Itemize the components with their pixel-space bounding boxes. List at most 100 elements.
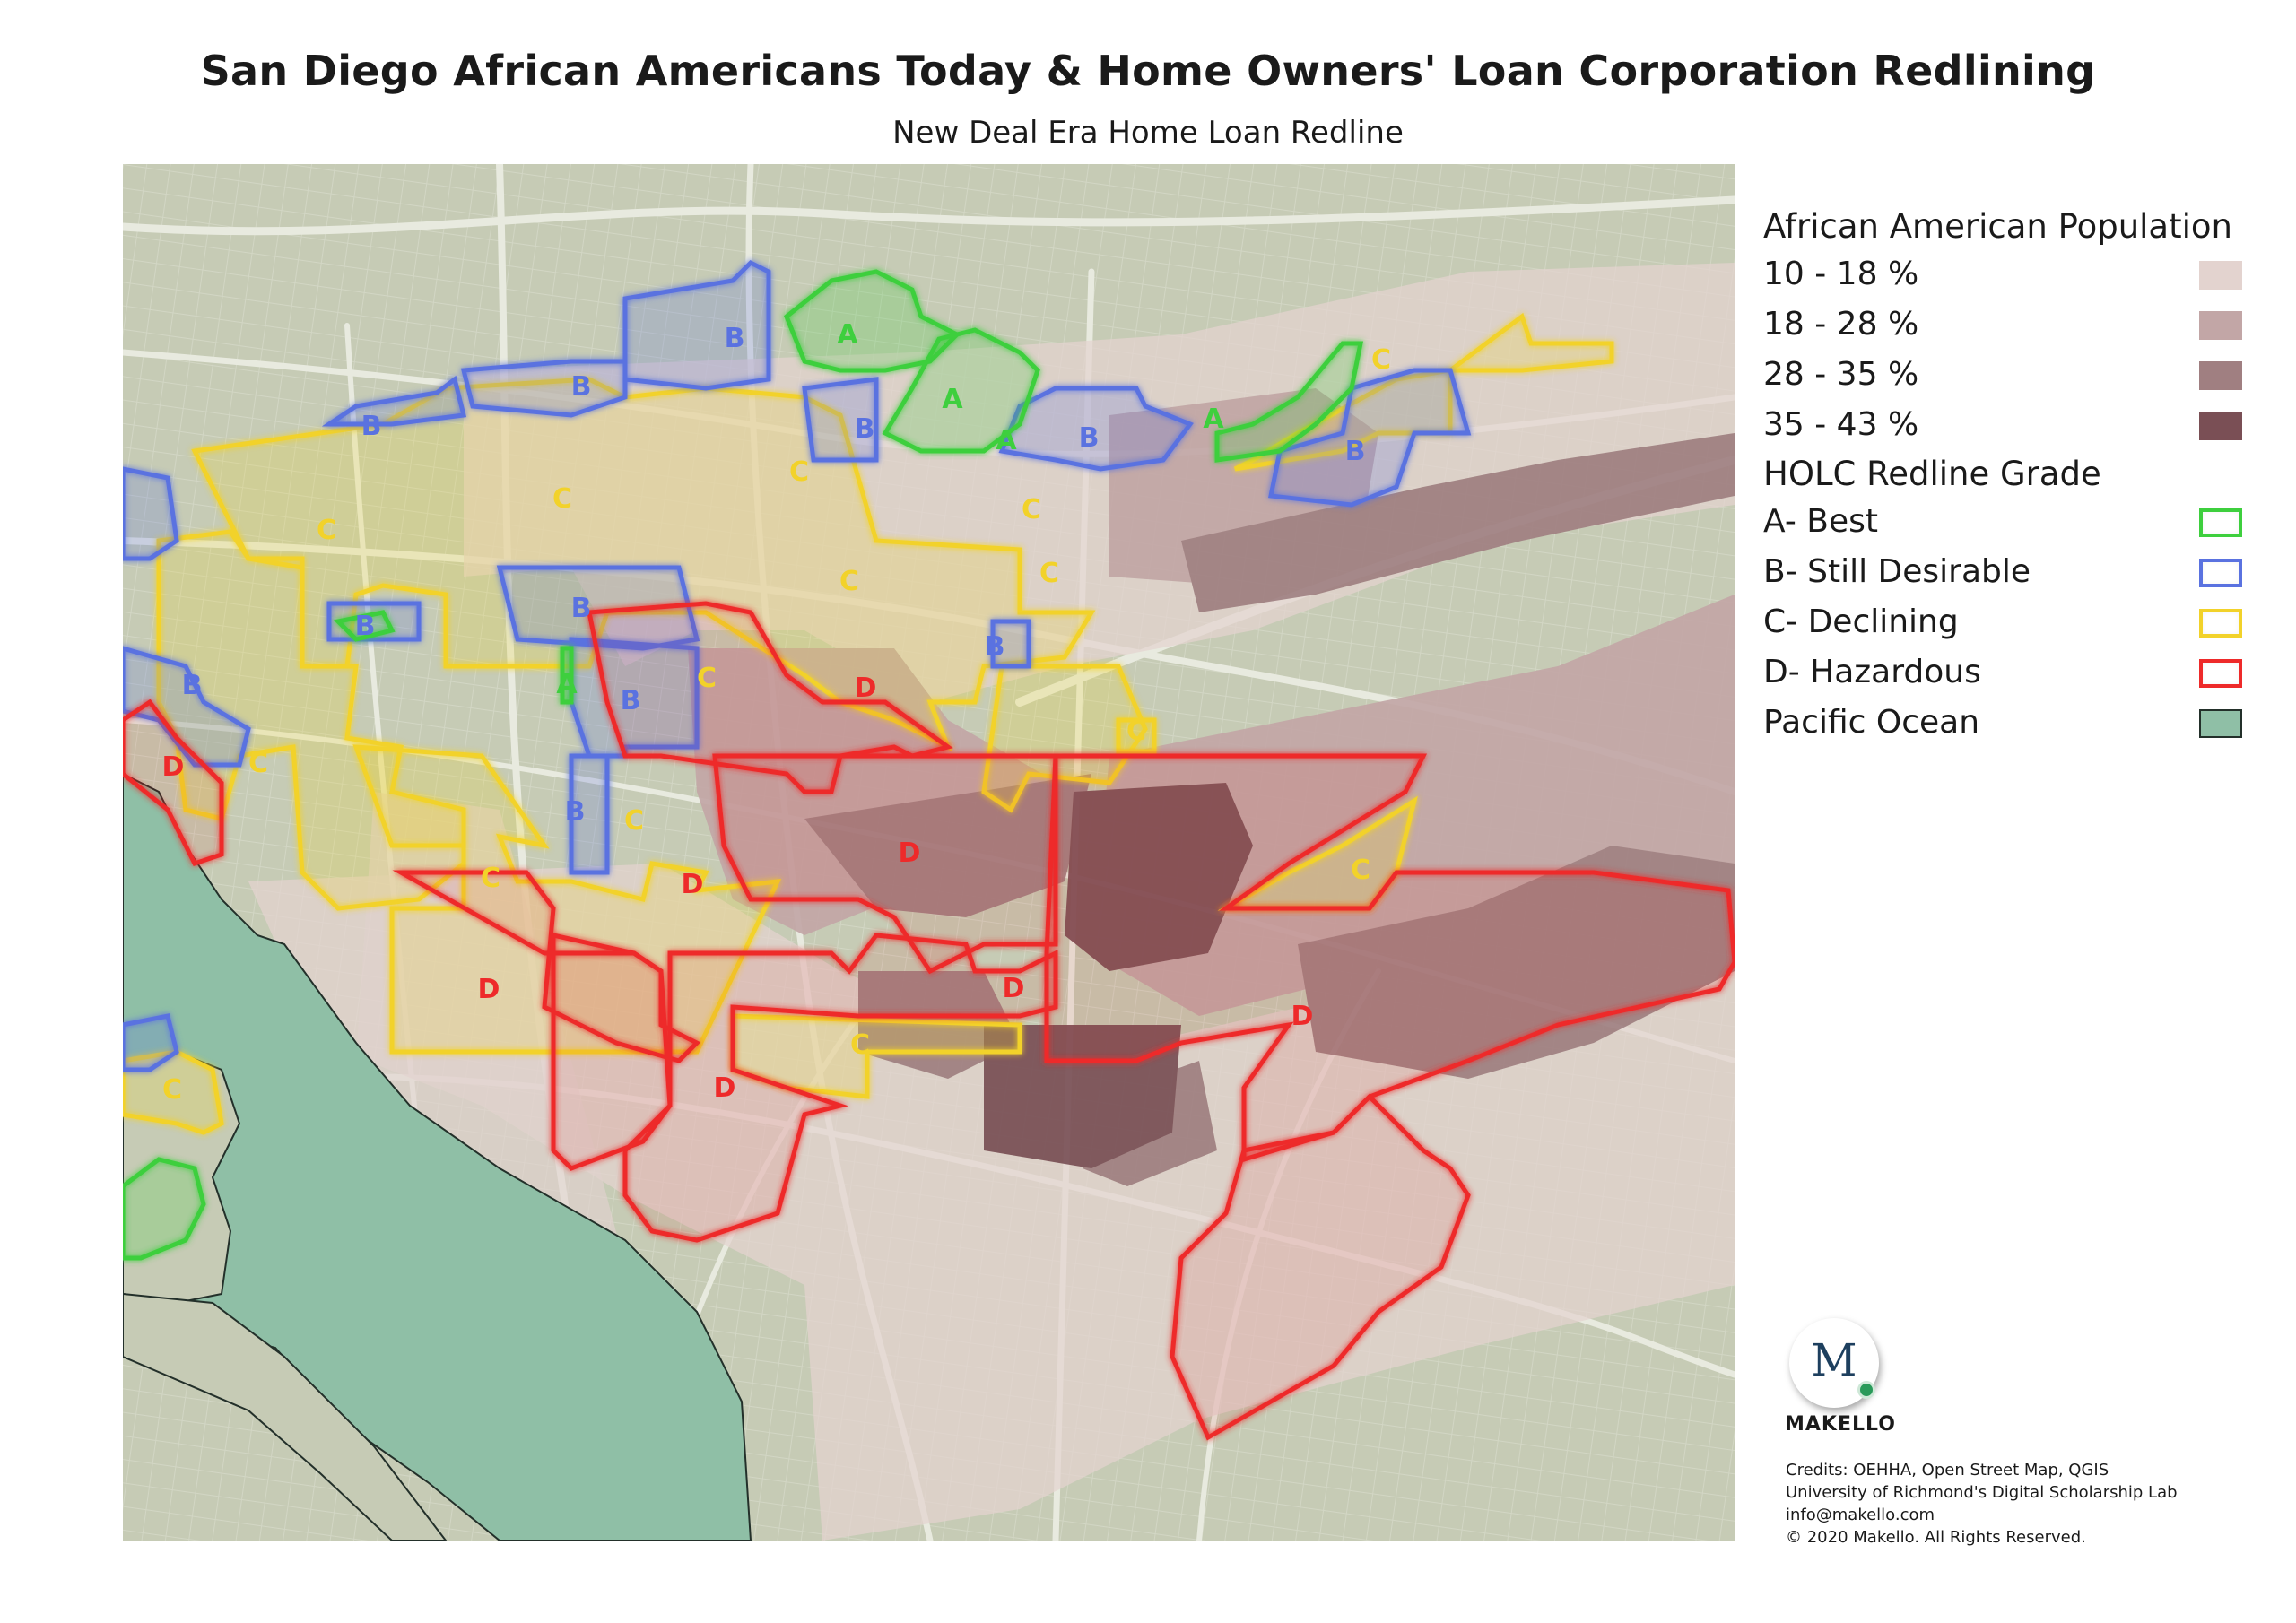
logo-mark: M	[1811, 1334, 1857, 1386]
map-title: San Diego African Americans Today & Home…	[200, 47, 2096, 95]
legend-pop-row-2: 18 - 28 %	[1763, 299, 2266, 350]
holc-grade-labels: A A A A A B B B B B B B B B B B B C C C …	[162, 319, 1391, 1106]
legend-grade-swatch-D	[2199, 659, 2242, 688]
pop-28-35-e	[1181, 433, 1735, 612]
silver-strand	[123, 1292, 448, 1541]
label-B-12: B	[985, 631, 1005, 663]
holc-A-2	[882, 327, 1040, 454]
legend-pop-row-1: 10 - 18 %	[1763, 249, 2266, 299]
label-B-10: B	[355, 611, 376, 642]
holc-B-6	[1268, 368, 1472, 508]
label-B-6: B	[1345, 436, 1366, 467]
label-B-5: B	[1079, 422, 1100, 454]
legend-ocean-label: Pacific Ocean	[1763, 704, 1980, 741]
label-C-10: C	[1126, 716, 1146, 747]
legend-pop-label-2: 18 - 28 %	[1763, 306, 1919, 343]
label-D-7: D	[714, 1072, 736, 1104]
label-A-1: A	[837, 319, 858, 351]
label-C-14: C	[162, 1074, 182, 1106]
holc-C-small	[1116, 717, 1157, 754]
label-D-8: D	[162, 751, 185, 783]
legend-grade-label-A: A- Best	[1763, 503, 1878, 540]
credits: Credits: OEHHA, Open Street Map, QGIS Un…	[1786, 1459, 2178, 1549]
credits-line-2: University of Richmond's Digital Scholar…	[1786, 1483, 2178, 1502]
makello-logo: M MAKELLO	[1785, 1318, 1895, 1436]
holc-B-1	[321, 375, 467, 427]
label-C-12: C	[850, 1029, 870, 1061]
legend-grade-row-B: B- Still Desirable	[1763, 547, 2266, 597]
label-D-1: D	[855, 673, 877, 704]
label-C-13: C	[1371, 344, 1391, 376]
label-C-9: C	[481, 863, 500, 894]
legend-grade-label-C: C- Declining	[1763, 603, 1959, 640]
label-A-4: A	[1203, 404, 1224, 435]
holc-A-areas	[123, 272, 1364, 1261]
label-C-5: C	[1039, 558, 1059, 589]
legend-pop-label-4: 35 - 43 %	[1763, 406, 1919, 443]
holc-A-4	[1214, 341, 1364, 463]
holc-A-5	[333, 610, 396, 642]
holc-D-8	[1170, 1093, 1471, 1441]
label-A-2: A	[942, 384, 963, 415]
label-C-11: C	[1351, 855, 1370, 886]
label-C-15: C	[317, 515, 336, 546]
label-D-6: D	[1292, 1001, 1314, 1032]
label-B-4: B	[855, 413, 875, 445]
legend-grade-row-D: D- Hazardous	[1763, 647, 2266, 698]
logo-circle: M	[1789, 1318, 1879, 1408]
credits-email[interactable]: info@makello.com	[1786, 1506, 1935, 1524]
holc-D-3	[1044, 753, 1735, 1163]
map-canvas[interactable]: A A A A A B B B B B B B B B B B B C C C …	[123, 164, 1735, 1541]
holc-B-4	[802, 377, 879, 463]
label-C-3: C	[1022, 494, 1041, 525]
legend-pop-label-1: 10 - 18 %	[1763, 256, 1919, 292]
label-B-1: B	[361, 411, 382, 442]
label-D-5: D	[1003, 973, 1025, 1004]
legend-grade-label-D: D- Hazardous	[1763, 654, 1981, 690]
legend-grade-swatch-B	[2199, 559, 2242, 587]
holc-B-12	[990, 619, 1031, 669]
holc-D-7	[622, 933, 1058, 1243]
legend-pop-swatch-1	[2199, 261, 2242, 290]
legend-population-heading: African American Population	[1763, 207, 2232, 246]
legend-grade-row-C: C- Declining	[1763, 597, 2266, 647]
holc-B-areas	[123, 259, 1472, 1072]
label-B-8: B	[621, 685, 641, 716]
holc-D-1	[586, 601, 953, 794]
label-C-4: C	[839, 566, 859, 597]
legend-pop-row-3: 28 - 35 %	[1763, 350, 2266, 400]
label-C-6: C	[697, 663, 717, 694]
credits-line-1: Credits: OEHHA, Open Street Map, QGIS	[1786, 1461, 2109, 1480]
holc-D-6	[123, 699, 224, 867]
label-D-3: D	[682, 869, 704, 900]
legend-ocean-swatch	[2199, 709, 2242, 738]
label-C-7: C	[248, 748, 268, 779]
legend-pop-swatch-2	[2199, 311, 2242, 340]
holc-D-areas	[123, 601, 1735, 1441]
label-C-1: C	[552, 483, 572, 515]
label-D-2: D	[899, 838, 921, 869]
legend-pop-label-3: 28 - 35 %	[1763, 356, 1919, 393]
label-C-2: C	[789, 456, 809, 488]
legend-grade-swatch-C	[2199, 609, 2242, 638]
legend-grade-heading: HOLC Redline Grade	[1763, 455, 2101, 493]
legend-pop-row-4: 35 - 43 %	[1763, 400, 2266, 450]
holc-A-6	[560, 646, 574, 705]
legend-pop-swatch-4	[2199, 412, 2242, 440]
legend: African American Population 10 - 18 % 18…	[1763, 204, 2266, 748]
holc-B-3	[622, 259, 771, 391]
label-B-7: B	[571, 593, 592, 624]
holc-B-9	[569, 753, 610, 875]
holc-B-13	[123, 1013, 179, 1072]
legend-pop-swatch-3	[2199, 361, 2242, 390]
legend-grade-label-B: B- Still Desirable	[1763, 553, 2031, 590]
label-D-4: D	[478, 974, 500, 1005]
label-A-3: A	[996, 425, 1017, 456]
holc-B-2	[460, 359, 628, 418]
label-B-9: B	[565, 796, 586, 828]
label-B-11: B	[182, 670, 203, 701]
credits-copyright: © 2020 Makello. All Rights Reserved.	[1786, 1528, 2086, 1547]
logo-dot-icon	[1857, 1381, 1875, 1399]
label-B-2: B	[571, 371, 592, 403]
label-C-8: C	[624, 805, 644, 837]
